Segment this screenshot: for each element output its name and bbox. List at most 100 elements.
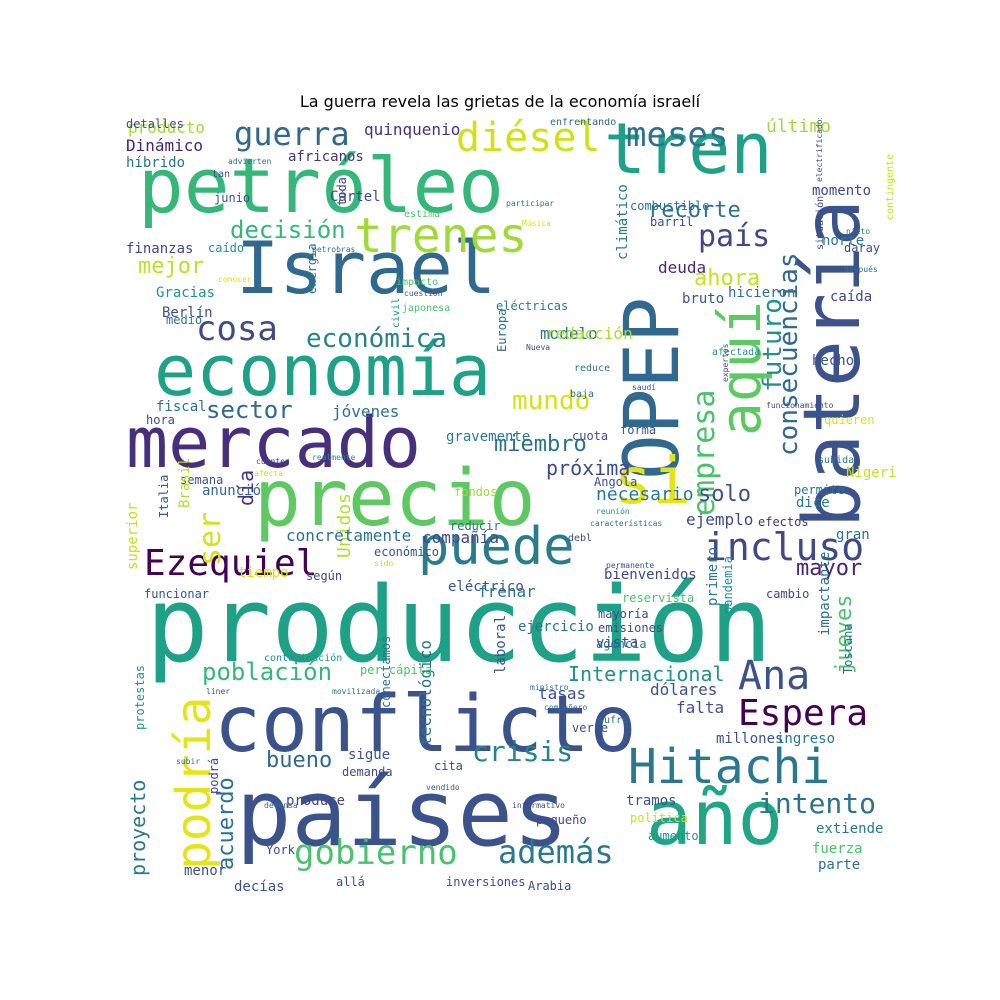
- word-mayor: mayor: [796, 556, 863, 581]
- word-produce: produce: [286, 793, 346, 809]
- word-musica: Música: [522, 219, 551, 228]
- word-funcionamiento: funcionamiento: [766, 401, 834, 410]
- word-israel: Israel: [236, 226, 497, 310]
- word-meses: meses: [626, 118, 729, 155]
- word-funcionar: funcionar: [144, 587, 210, 601]
- word-semana: semana: [180, 473, 224, 487]
- word-mundo: mundo: [512, 386, 591, 416]
- word-tan: tan: [212, 169, 231, 180]
- word-cloud: producción países conflicto precio mercado ec…: [126, 118, 896, 893]
- word-ahora: ahora: [694, 266, 761, 291]
- word-saudi: saudí: [632, 383, 657, 392]
- word-vendido: vendido: [426, 783, 460, 792]
- word-forma: forma: [620, 423, 657, 437]
- word-millones: millones: [716, 731, 784, 747]
- word-compania: compañía: [422, 528, 500, 547]
- word-conflicto: conflicto: [214, 680, 637, 770]
- word-brasil: Brasil: [177, 457, 193, 508]
- word-situacion: situación: [815, 195, 826, 250]
- word-incluso: incluso: [704, 525, 865, 569]
- word-sector: sector: [206, 396, 293, 424]
- word-cambio: cambio: [766, 587, 810, 601]
- word-hecho: hecho: [812, 353, 855, 369]
- word-menor: menor: [184, 863, 227, 879]
- word-permanente: permanente: [606, 561, 655, 570]
- word-gracias: Gracias: [156, 285, 216, 301]
- word-norte: norte: [822, 233, 865, 249]
- word-reservista: reservista: [622, 591, 695, 605]
- word-cuenten: cuenten: [256, 457, 290, 466]
- word-intento: intento: [758, 787, 877, 820]
- word-reduce: reduce: [574, 363, 611, 374]
- word-caida: caída: [830, 289, 873, 305]
- word-politica: política: [630, 811, 688, 825]
- word-anuncio: anunció: [202, 483, 262, 499]
- word-tren: tren: [604, 118, 773, 190]
- word-parte: parte: [818, 857, 861, 873]
- word-fondos: fondos: [454, 485, 498, 499]
- word-internacional: Internacional: [568, 662, 725, 686]
- word-electrico: eléctrico: [448, 579, 524, 595]
- word-nigeria: Nigeria: [846, 465, 896, 481]
- word-sufre: sufre: [598, 715, 629, 726]
- word-hicieron: hicieron: [728, 285, 796, 301]
- word-europa: Europa: [495, 308, 509, 352]
- word-quieren: quieren: [824, 413, 875, 427]
- word-ana: Ana: [738, 653, 811, 699]
- word-mayoria: mayoría: [598, 607, 649, 621]
- word-toda: toda: [335, 177, 349, 206]
- word-momento: momento: [812, 183, 872, 199]
- word-cita: cita: [434, 759, 463, 773]
- word-fuerza: fuerza: [812, 841, 863, 857]
- word-reunion: reunión: [596, 507, 630, 516]
- word-civil: civil: [391, 297, 402, 328]
- word-fiscal: fiscal: [156, 399, 207, 415]
- word-proyecto: proyecto: [126, 779, 150, 876]
- word-si: si: [614, 445, 692, 519]
- word-permite: permite: [794, 483, 845, 497]
- word-hibrido: híbrido: [126, 155, 186, 171]
- word-pequeno: pequeño: [536, 813, 587, 827]
- word-tecnologico: tecnológico: [416, 640, 435, 746]
- word-pais: país: [698, 219, 771, 254]
- word-ministro: ministro: [530, 683, 569, 692]
- word-jovenes: jóvenes: [332, 402, 400, 421]
- word-japonesa: japonesa: [402, 303, 451, 314]
- word-berlin: Berlín: [162, 305, 213, 321]
- word-producto: producto: [128, 118, 206, 137]
- word-companero: compañero: [544, 703, 588, 712]
- word-primero: primero: [705, 546, 721, 606]
- word-africanos: africanos: [288, 149, 364, 165]
- word-movilizada: movilizada: [332, 687, 381, 696]
- word-caido: caído: [208, 241, 245, 255]
- word-tasas: tasas: [538, 684, 587, 703]
- word-barril: barril: [650, 215, 694, 229]
- word-ezequiel: Ezequiel: [144, 543, 318, 584]
- word-bueno: bueno: [266, 748, 333, 773]
- word-miembro: miembro: [494, 432, 587, 457]
- word-cuota: cuota: [572, 429, 609, 443]
- word-daray: daray: [844, 241, 881, 255]
- word-recorte: recorte: [648, 198, 741, 223]
- word-poblacion: población: [202, 658, 333, 686]
- word-crisis: crisis: [472, 735, 574, 768]
- word-cosa: cosa: [196, 309, 278, 349]
- word-junio: junio: [214, 191, 251, 205]
- word-enfrentando: enfrentando: [550, 118, 617, 128]
- word-subida: subida: [818, 455, 855, 466]
- word-mercado: mercado: [126, 402, 422, 484]
- word-verse: verse: [572, 721, 609, 735]
- word-extiende: extiende: [816, 821, 884, 837]
- word-frenar: frenar: [478, 582, 536, 601]
- word-paises: países: [236, 760, 569, 867]
- word-subir: subir: [176, 757, 201, 766]
- word-necesario: necesario: [596, 484, 694, 505]
- word-ademas: además: [498, 833, 614, 871]
- word-per-capita: per cápita: [360, 663, 433, 677]
- word-expertos: expertos: [721, 343, 730, 382]
- word-efectos: efectos: [758, 515, 809, 529]
- word-ejercicio: ejercicio: [518, 619, 594, 635]
- word-modelo: modelo: [540, 324, 598, 343]
- word-afectada: afectada: [712, 347, 761, 358]
